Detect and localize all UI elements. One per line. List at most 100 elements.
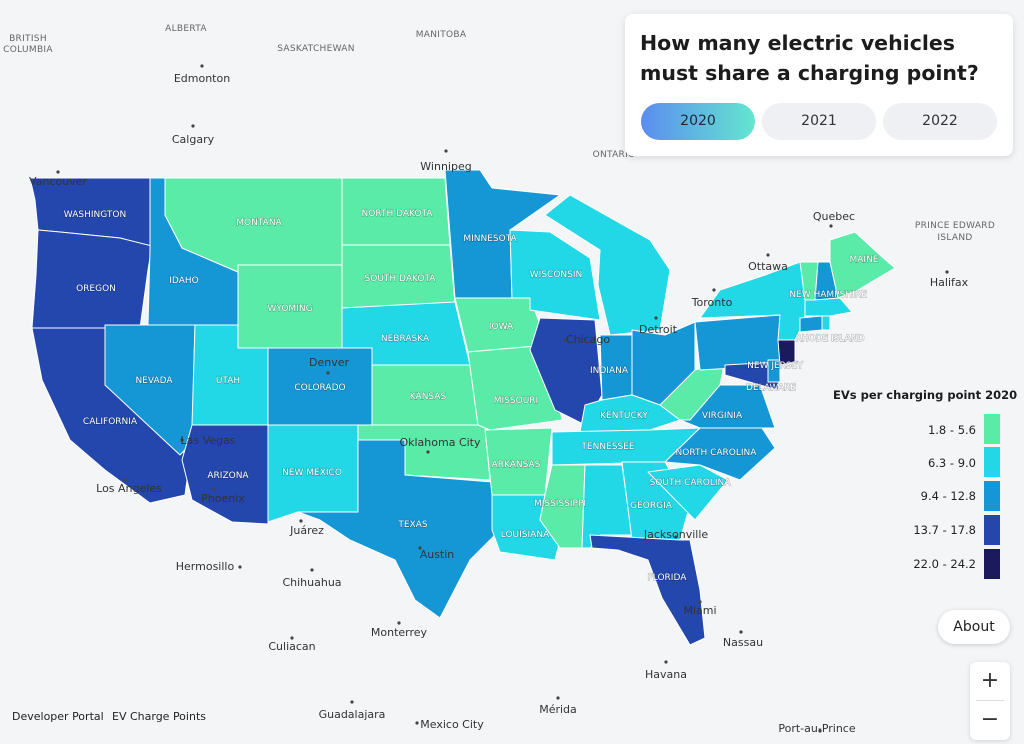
year-button-2022[interactable]: 2022 — [883, 103, 997, 140]
city-label: Monterrey — [371, 626, 428, 639]
state-label: NORTH DAKOTA — [362, 209, 434, 219]
city-label: Mexico City — [420, 718, 484, 731]
ev-charge-points-link[interactable]: EV Charge Points — [112, 710, 206, 723]
state-label: WISCONSIN — [530, 270, 582, 280]
region-label: SASKATCHEWAN — [277, 44, 355, 54]
region-label: PRINCE EDWARD — [915, 221, 995, 231]
zoom-in-button[interactable]: + — [980, 668, 1000, 693]
state-connecticut[interactable] — [799, 315, 823, 333]
region-label: MANITOBA — [416, 30, 467, 40]
state-label: CALIFORNIA — [83, 417, 138, 427]
legend-swatch — [984, 447, 1000, 477]
city-label: Halifax — [930, 276, 969, 289]
legend-label: 22.0 - 24.2 — [913, 557, 976, 571]
city-label: Nassau — [723, 636, 763, 649]
city-label: Havana — [645, 668, 687, 681]
state-label: TENNESSEE — [580, 442, 634, 452]
state-label: MONTANA — [236, 218, 282, 228]
state-label: WASHINGTON — [64, 210, 126, 220]
state-label: IOWA — [489, 322, 514, 332]
region-label: BRITISH — [9, 34, 47, 44]
state-label: DELAWARE — [746, 383, 796, 393]
state-label: KENTUCKY — [600, 411, 648, 421]
city-label: Mérida — [539, 703, 577, 716]
region-label: ALBERTA — [165, 24, 207, 34]
state-label: NEW JERSEY — [747, 361, 803, 371]
state-label: NEVADA — [135, 376, 173, 386]
city-label: Oklahoma City — [399, 436, 481, 449]
state-label: MAINE — [850, 255, 879, 265]
city-label: Austin — [420, 548, 455, 561]
state-label: ARKANSAS — [492, 460, 541, 470]
region-label: ISLAND — [937, 233, 972, 243]
city-label: Denver — [309, 356, 349, 369]
legend-label: 9.4 - 12.8 — [920, 489, 976, 503]
state-pennsylvania[interactable] — [694, 314, 786, 371]
state-label: MINNESOTA — [463, 234, 517, 244]
state-label: OREGON — [76, 284, 116, 294]
state-label: FLORIDA — [648, 573, 688, 583]
city-label: Juárez — [289, 524, 324, 537]
state-label: RHODE ISLAND — [796, 334, 865, 344]
state-label: KANSAS — [410, 392, 447, 402]
state-michigan[interactable] — [544, 194, 671, 336]
state-label: LOUISIANA — [501, 530, 550, 540]
state-texas[interactable] — [297, 439, 501, 619]
state-label: NORTH CAROLINA — [676, 448, 758, 458]
state-label: NEW HAMPSHIRE — [789, 290, 867, 300]
year-button-2021[interactable]: 2021 — [762, 103, 876, 140]
city-label: Vancouver — [29, 175, 87, 188]
legend-swatch — [984, 515, 1000, 545]
city-label: Los Angeles — [96, 482, 162, 495]
city-label: Calgary — [172, 133, 215, 146]
state-label: GEORGIA — [630, 501, 673, 511]
state-florida[interactable] — [589, 534, 706, 646]
zoom-divider — [976, 700, 1004, 701]
legend-title: EVs per charging point 2020 — [833, 388, 1018, 402]
state-southcarolina[interactable] — [647, 464, 729, 521]
region-label: ONTARIO — [593, 150, 636, 160]
city-label: Edmonton — [174, 72, 230, 85]
state-label: SOUTH CAROLINA — [650, 478, 732, 488]
legend-swatch — [984, 481, 1000, 511]
legend-label: 6.3 - 9.0 — [927, 456, 976, 470]
legend-label: 1.8 - 5.6 — [927, 423, 976, 437]
state-wisconsin[interactable] — [509, 229, 601, 321]
legend-swatch — [984, 414, 1000, 444]
city-label: Las Vegas — [181, 434, 236, 447]
card-title: How many electric vehicles must share a … — [640, 31, 979, 85]
state-label: ARIZONA — [207, 471, 249, 481]
state-label: COLORADO — [294, 383, 345, 393]
state-label: SOUTH DAKOTA — [365, 274, 437, 284]
zoom-control: + − — [970, 662, 1010, 740]
state-label: NEW MEXICO — [282, 468, 342, 478]
city-label: Phoenix — [201, 492, 245, 505]
state-oregon[interactable] — [31, 229, 153, 329]
about-button[interactable]: About — [938, 610, 1010, 644]
state-westvirginia[interactable] — [659, 359, 726, 421]
year-button-2020[interactable]: 2020 — [641, 103, 755, 140]
state-delaware[interactable] — [767, 359, 781, 383]
city-label: Chihuahua — [282, 576, 341, 589]
zoom-out-button[interactable]: − — [980, 707, 1000, 732]
region-label: COLUMBIA — [3, 45, 53, 55]
developer-portal-link[interactable]: Developer Portal — [12, 710, 104, 723]
state-rhodeisland[interactable] — [821, 315, 831, 331]
city-label: Detroit — [639, 323, 678, 336]
question-card: How many electric vehicles must share a … — [625, 14, 1013, 156]
state-label: MISSOURI — [494, 396, 538, 406]
city-label: Winnipeg — [420, 160, 471, 173]
legend-swatch — [984, 549, 1000, 579]
state-label: INDIANA — [590, 366, 629, 376]
city-label: Jacksonville — [643, 528, 709, 541]
city-label: Guadalajara — [319, 708, 386, 721]
city-label: Miami — [683, 604, 716, 617]
city-label: Hermosillo — [176, 560, 235, 573]
city-label: Quebec — [813, 210, 855, 223]
state-maine[interactable] — [829, 231, 896, 299]
state-label: UTAH — [216, 376, 240, 386]
state-label: IDAHO — [169, 276, 198, 286]
city-label: Ottawa — [748, 260, 788, 273]
state-label: TEXAS — [397, 520, 428, 530]
state-label: NEBRASKA — [381, 334, 430, 344]
